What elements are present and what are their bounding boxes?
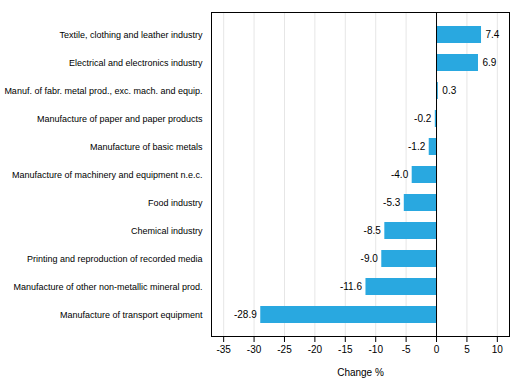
svg-text:-1.2: -1.2 [408,141,426,152]
svg-text:Manufacture of transport equip: Manufacture of transport equipment [60,310,203,320]
svg-text:Manufacture of machinery and e: Manufacture of machinery and equipment n… [12,170,203,180]
svg-text:Change %: Change % [337,367,384,378]
svg-text:-5: -5 [402,344,411,355]
svg-text:Manuf. of fabr. metal prod., e: Manuf. of fabr. metal prod., exc. mach. … [4,86,202,96]
svg-text:-0.2: -0.2 [414,113,432,124]
svg-text:Manufacture of other non-metal: Manufacture of other non-metallic minera… [13,282,202,292]
svg-text:Food industry: Food industry [148,198,203,208]
svg-text:-25: -25 [277,344,292,355]
svg-text:Textile, clothing and leather: Textile, clothing and leather industry [59,30,203,40]
svg-text:-30: -30 [247,344,262,355]
svg-text:Electrical and electronics ind: Electrical and electronics industry [69,58,203,68]
svg-text:6.9: 6.9 [482,57,496,68]
svg-text:5: 5 [464,344,470,355]
svg-text:0.3: 0.3 [442,85,456,96]
svg-text:-11.6: -11.6 [340,281,362,292]
svg-text:Manufacture of paper and paper: Manufacture of paper and paper products [37,114,203,124]
svg-text:-9.0: -9.0 [361,253,379,264]
svg-text:-28.9: -28.9 [234,309,257,320]
svg-text:-10: -10 [368,344,383,355]
svg-text:-4.0: -4.0 [391,169,409,180]
svg-text:7.4: 7.4 [486,29,500,40]
svg-text:Chemical industry: Chemical industry [131,226,203,236]
svg-text:-8.5: -8.5 [364,225,382,236]
svg-text:-5.3: -5.3 [383,197,401,208]
svg-text:-15: -15 [338,344,353,355]
svg-text:Printing and reproduction of r: Printing and reproduction of recorded me… [27,254,203,264]
svg-text:10: 10 [492,344,504,355]
svg-text:-20: -20 [308,344,323,355]
svg-text:Manufacture of basic metals: Manufacture of basic metals [90,142,203,152]
svg-text:0: 0 [434,344,440,355]
svg-text:-35: -35 [216,344,231,355]
